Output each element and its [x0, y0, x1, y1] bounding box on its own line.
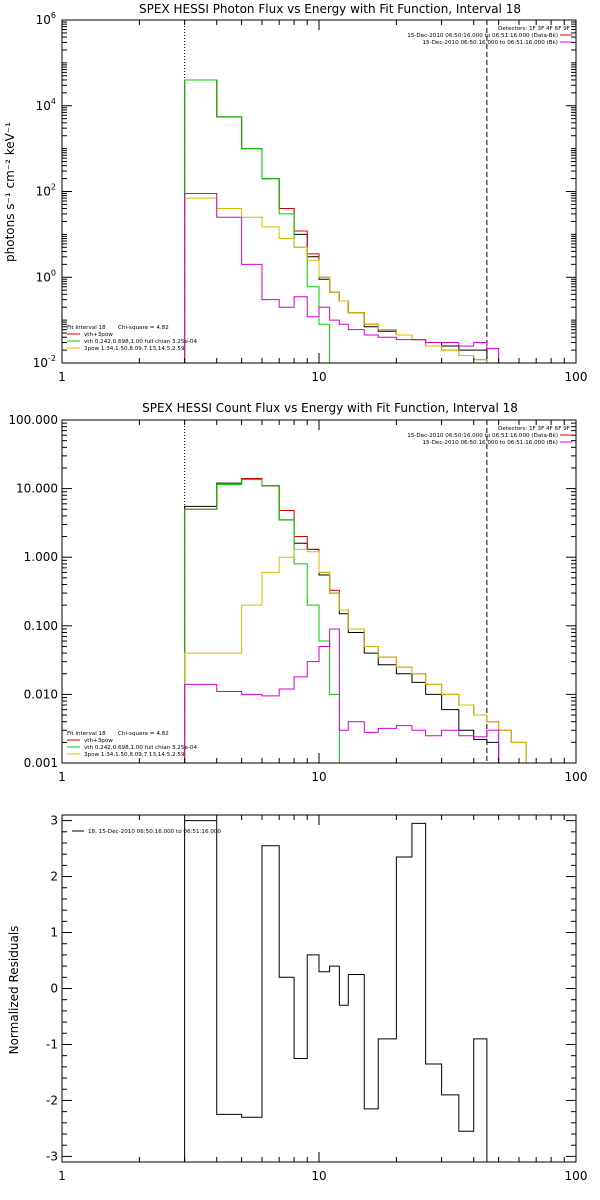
residuals-plot: 1 10 100 -3 -2 -1 0 1 2 3	[46, 814, 587, 1183]
photon-flux-y-tick-label: 104	[36, 97, 56, 113]
count-flux-series-vth	[184, 479, 349, 763]
photon-flux-series-bk	[184, 192, 500, 363]
count-flux-detectors: Detectors: 1F 3F 4F 6F 9F	[498, 426, 570, 432]
count-flux-x-tick-label: 1	[58, 770, 66, 784]
count-flux-x-tick-label: 10	[311, 770, 326, 784]
count-flux-y-tick-label: 100.000	[8, 413, 58, 427]
residuals-y-tick-label: -1	[46, 1037, 58, 1051]
photon-flux-fit-component-3: 3pow 1.34,1.50,8.09,7.13,14.5,2.59	[84, 346, 185, 352]
photon-flux-detectors: Detectors: 1F 3F 4F 6F 9F	[498, 26, 570, 32]
count-flux-fit-component-3: 3pow 1.34,1.50,8.09,7.13,14.5,2.59	[84, 752, 185, 758]
residuals-y-tick-label: 1	[50, 926, 58, 940]
photon-flux-fit-component-2: vth 0.242,0.698,1.00 full chian 3.25e-04	[84, 339, 197, 345]
count-flux-series-data-bk	[184, 478, 500, 763]
count-flux-series-bk	[184, 628, 500, 763]
residuals-y-tick-label: -2	[46, 1093, 58, 1107]
residuals-legend-label: 18, 15-Dec-2010 06:50:16.000 to 06:51:16…	[88, 829, 221, 835]
count-flux-series-vth-3pow	[184, 478, 527, 763]
count-flux-series-3pow	[184, 548, 527, 763]
count-flux-fit-component-2: vth 0.242,0.698,1.00 full chian 3.25e-04	[84, 745, 197, 751]
photon-flux-y-tick-label: 106	[36, 11, 56, 27]
count-flux-panel: SPEX HESSI Count Flux vs Energy with Fit…	[8, 401, 587, 784]
count-flux-chi-square: Chi-square = 4.82	[118, 731, 169, 737]
count-flux-fit-info: Fit Interval 18 Chi-square = 4.82 vth+3p…	[67, 731, 197, 758]
count-flux-header-line-1: 15-Dec-2010 06:50:16.000 to 06:51:16.000…	[407, 433, 558, 439]
count-flux-plot-frame	[61, 419, 577, 764]
count-flux-y-tick-label: 0.100	[24, 619, 58, 633]
photon-flux-x-tick-label: 1	[58, 370, 66, 384]
residuals-y-tick-label: 2	[50, 870, 58, 884]
count-flux-plot: 1 10 100 0.001 0.010 0.100 1.000 10.000 100.000	[8, 413, 587, 784]
residuals-x-tick-label: 100	[565, 1169, 588, 1183]
count-flux-header: Detectors: 1F 3F 4F 6F 9F 15-Dec-2010 06…	[407, 426, 572, 446]
count-flux-series-group	[184, 478, 527, 763]
residuals-x-tick-label: 1	[58, 1169, 66, 1183]
photon-flux-series-group	[184, 79, 512, 363]
count-flux-fit-interval: Fit Interval 18	[67, 731, 106, 737]
residuals-panel: 1 10 100 -3 -2 -1 0 1 2 3 Normalized Residuals 18…	[7, 814, 587, 1183]
photon-flux-header-line-1: 15-Dec-2010 06:50:16.000 to 06:51:16.000…	[407, 33, 558, 39]
photon-flux-series-vth	[184, 79, 340, 363]
residuals-series-group	[184, 820, 488, 1162]
photon-flux-fit-component-1: vth+3pow	[84, 332, 113, 338]
photon-flux-y-tick-label: 10-2	[33, 354, 56, 370]
residuals-legend: 18, 15-Dec-2010 06:50:16.000 to 06:51:16…	[72, 829, 221, 835]
residuals-y-tick-label: 3	[50, 814, 58, 828]
photon-flux-panel: SPEX HESSI Photon Flux vs Energy with Fi…	[3, 2, 587, 384]
photon-flux-header: Detectors: 1F 3F 4F 6F 9F 15-Dec-2010 06…	[407, 26, 572, 46]
photon-flux-fit-interval: Fit Interval 18	[67, 325, 106, 331]
residuals-plot-frame	[61, 814, 577, 1163]
photon-flux-chi-square: Chi-square = 4.82	[118, 325, 169, 331]
count-flux-y-tick-label: 0.001	[24, 756, 58, 770]
residuals-x-tick-label: 10	[311, 1169, 326, 1183]
photon-flux-title: SPEX HESSI Photon Flux vs Energy with Fi…	[139, 2, 521, 16]
residuals-series-residuals	[184, 820, 488, 1162]
photon-flux-x-tick-label: 100	[565, 370, 588, 384]
photon-flux-series-3pow	[184, 197, 512, 363]
photon-flux-x-tick-label: 10	[311, 370, 326, 384]
residuals-y-label: Normalized Residuals	[7, 926, 21, 1055]
count-flux-x-tick-label: 100	[565, 770, 588, 784]
residuals-y-tick-label: -3	[46, 1149, 58, 1163]
count-flux-title: SPEX HESSI Count Flux vs Energy with Fit…	[142, 401, 518, 415]
photon-flux-header-line-2: 15-Dec-2010 06:50:16.000 to 06:51:16.000…	[422, 40, 558, 46]
count-flux-fit-component-1: vth+3pow	[84, 738, 113, 744]
photon-flux-y-tick-label: 102	[36, 183, 56, 199]
count-flux-y-tick-label: 1.000	[24, 550, 58, 564]
photon-flux-plot: 1 10 100 10-2 100 102 104 106	[33, 11, 588, 384]
photon-flux-fit-info: Fit Interval 18 Chi-square = 4.82 vth+3p…	[67, 325, 197, 352]
count-flux-y-tick-label: 10.000	[16, 482, 58, 496]
photon-flux-y-tick-label: 100	[36, 268, 56, 284]
residuals-y-tick-label: 0	[50, 982, 58, 996]
count-flux-y-tick-label: 0.010	[24, 687, 58, 701]
photon-flux-y-label: photons s⁻¹ cm⁻² keV⁻¹	[3, 122, 17, 262]
count-flux-header-line-2: 15-Dec-2010 06:50:16.000 to 06:51:16.000…	[422, 440, 558, 446]
